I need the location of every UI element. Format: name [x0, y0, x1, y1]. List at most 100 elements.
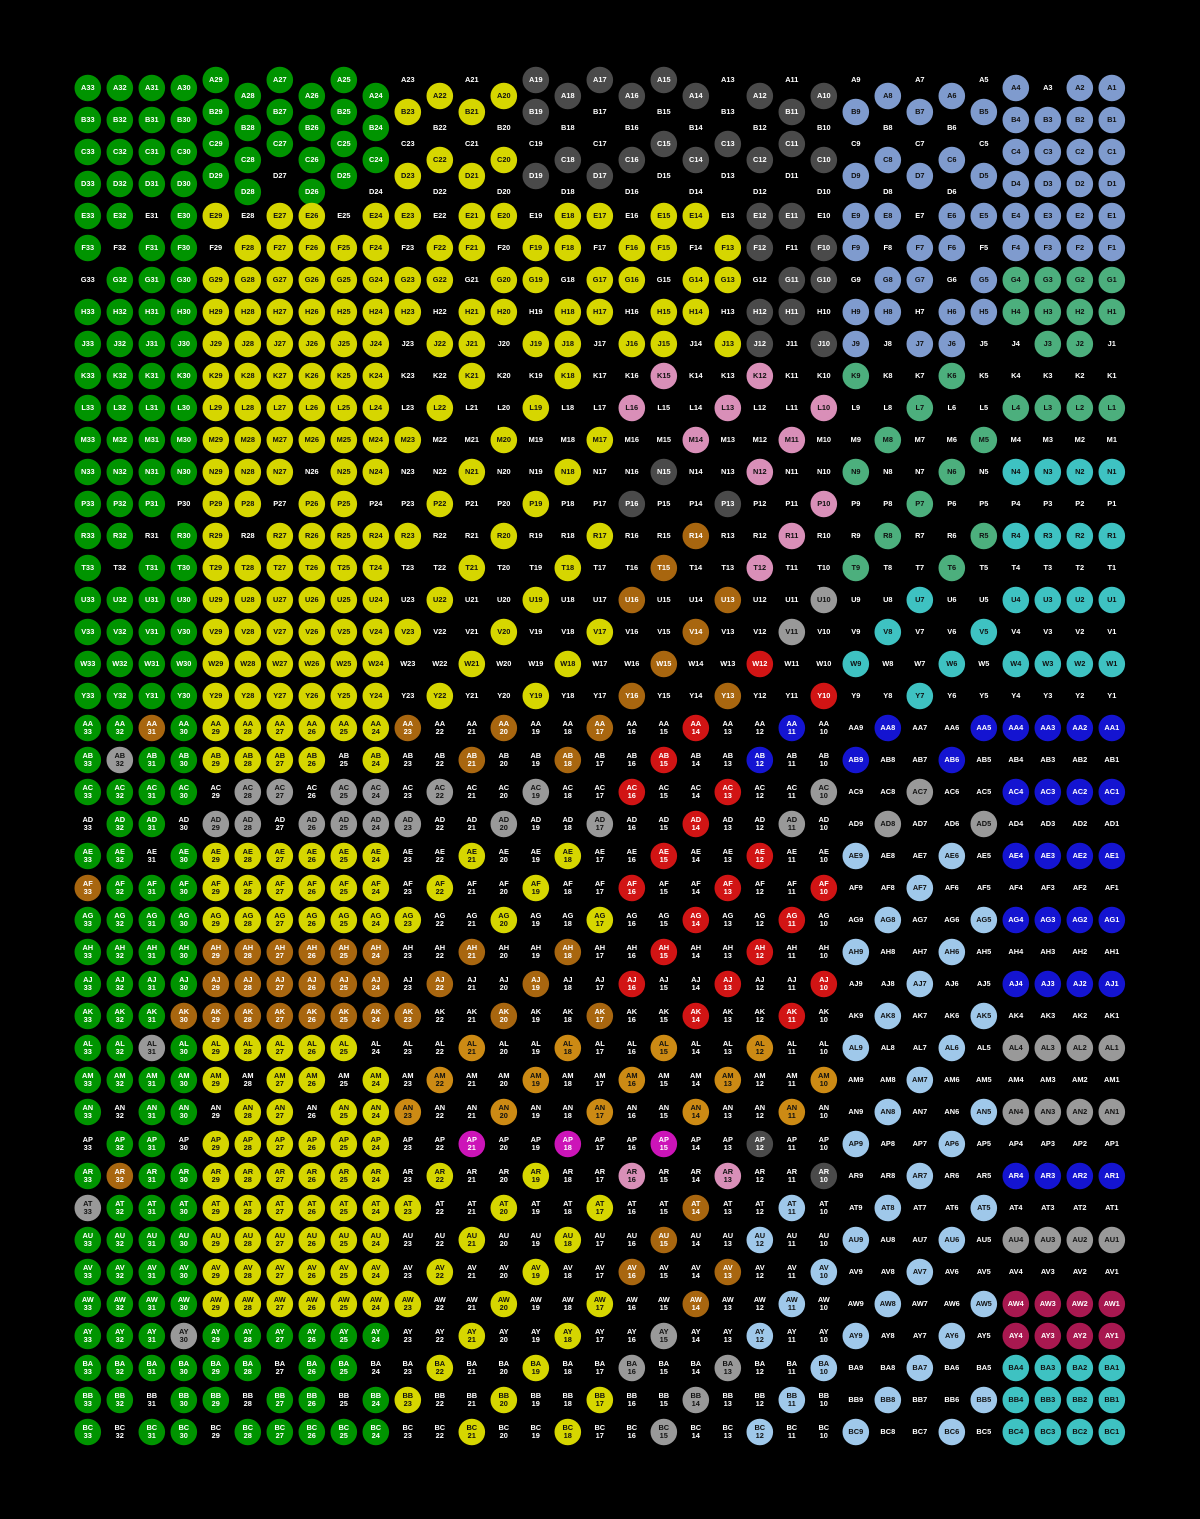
svg-text:G27: G27: [273, 275, 287, 284]
svg-text:H24: H24: [369, 307, 383, 316]
svg-text:14: 14: [692, 759, 701, 768]
svg-text:27: 27: [276, 1239, 284, 1248]
svg-text:27: 27: [276, 951, 284, 960]
svg-text:24: 24: [372, 855, 381, 864]
svg-text:27: 27: [276, 887, 284, 896]
svg-text:D4: D4: [1011, 179, 1021, 188]
svg-text:23: 23: [404, 951, 412, 960]
svg-text:T18: T18: [561, 563, 574, 572]
svg-text:30: 30: [180, 1015, 188, 1024]
svg-text:AJ6: AJ6: [945, 979, 959, 988]
svg-text:C32: C32: [113, 147, 127, 156]
svg-text:21: 21: [468, 1079, 476, 1088]
svg-text:E22: E22: [433, 211, 446, 220]
svg-text:13: 13: [724, 1015, 732, 1024]
svg-text:20: 20: [500, 791, 508, 800]
svg-text:AY6: AY6: [945, 1331, 959, 1340]
svg-text:P2: P2: [1075, 499, 1084, 508]
svg-text:18: 18: [564, 1047, 572, 1056]
svg-text:N23: N23: [401, 467, 415, 476]
svg-text:A1: A1: [1107, 83, 1116, 92]
svg-text:30: 30: [180, 1335, 188, 1344]
svg-text:27: 27: [276, 1399, 284, 1408]
svg-text:16: 16: [628, 1399, 636, 1408]
svg-text:U22: U22: [433, 595, 447, 604]
svg-text:E21: E21: [465, 211, 478, 220]
svg-text:17: 17: [596, 983, 604, 992]
svg-text:L20: L20: [497, 403, 510, 412]
svg-text:20: 20: [500, 1047, 508, 1056]
svg-text:R26: R26: [305, 531, 319, 540]
svg-text:12: 12: [756, 823, 764, 832]
svg-text:C23: C23: [401, 139, 415, 148]
svg-text:A12: A12: [753, 91, 767, 100]
svg-text:U20: U20: [497, 595, 511, 604]
svg-text:AW6: AW6: [944, 1299, 960, 1308]
svg-text:E13: E13: [721, 211, 734, 220]
svg-text:V6: V6: [947, 627, 956, 636]
svg-text:AH6: AH6: [944, 947, 959, 956]
svg-text:D32: D32: [113, 179, 127, 188]
svg-text:13: 13: [724, 759, 732, 768]
svg-text:AT7: AT7: [913, 1203, 926, 1212]
svg-text:R12: R12: [753, 531, 767, 540]
svg-text:K31: K31: [145, 371, 159, 380]
svg-text:E23: E23: [401, 211, 414, 220]
svg-text:K26: K26: [305, 371, 319, 380]
svg-text:L6: L6: [947, 403, 956, 412]
svg-text:BA9: BA9: [848, 1363, 863, 1372]
svg-text:T29: T29: [209, 563, 222, 572]
svg-text:V22: V22: [433, 627, 446, 636]
svg-text:V3: V3: [1043, 627, 1052, 636]
svg-text:29: 29: [212, 791, 220, 800]
svg-text:30: 30: [180, 1239, 188, 1248]
svg-text:B32: B32: [113, 115, 127, 124]
svg-text:B22: B22: [433, 123, 447, 132]
svg-text:D17: D17: [593, 171, 607, 180]
svg-text:22: 22: [436, 1015, 444, 1024]
svg-text:AB8: AB8: [880, 755, 895, 764]
svg-text:22: 22: [436, 1175, 444, 1184]
svg-text:17: 17: [596, 1079, 604, 1088]
svg-text:G31: G31: [145, 275, 159, 284]
svg-text:H23: H23: [401, 307, 415, 316]
svg-text:10: 10: [820, 919, 828, 928]
svg-text:19: 19: [532, 1143, 540, 1152]
svg-text:Y5: Y5: [979, 691, 988, 700]
svg-text:T7: T7: [915, 563, 924, 572]
svg-text:E16: E16: [625, 211, 638, 220]
svg-text:J33: J33: [82, 339, 94, 348]
svg-text:M11: M11: [785, 435, 799, 444]
svg-text:32: 32: [116, 1079, 124, 1088]
svg-text:R8: R8: [883, 531, 892, 540]
svg-text:AV6: AV6: [945, 1267, 959, 1276]
svg-text:D7: D7: [915, 171, 924, 180]
svg-text:D12: D12: [753, 187, 767, 196]
svg-text:G21: G21: [465, 275, 479, 284]
svg-text:V9: V9: [851, 627, 860, 636]
svg-text:T17: T17: [593, 563, 606, 572]
svg-text:AR9: AR9: [848, 1171, 863, 1180]
svg-text:H26: H26: [305, 307, 319, 316]
svg-text:Y6: Y6: [947, 691, 956, 700]
svg-text:M13: M13: [721, 435, 735, 444]
svg-text:15: 15: [660, 1271, 668, 1280]
svg-text:17: 17: [596, 791, 604, 800]
svg-text:AD8: AD8: [880, 819, 895, 828]
svg-text:33: 33: [84, 919, 92, 928]
svg-text:Y25: Y25: [337, 691, 350, 700]
svg-text:22: 22: [436, 1399, 444, 1408]
svg-text:R17: R17: [593, 531, 607, 540]
svg-text:AW5: AW5: [976, 1299, 992, 1308]
svg-text:16: 16: [628, 1111, 636, 1120]
svg-text:E24: E24: [369, 211, 383, 220]
svg-text:AJ9: AJ9: [849, 979, 863, 988]
svg-text:10: 10: [820, 1175, 828, 1184]
svg-text:H5: H5: [979, 307, 988, 316]
svg-text:25: 25: [340, 1303, 348, 1312]
svg-text:11: 11: [788, 759, 796, 768]
svg-text:18: 18: [564, 983, 572, 992]
svg-text:K21: K21: [465, 371, 479, 380]
svg-text:J27: J27: [274, 339, 286, 348]
svg-text:B25: B25: [337, 107, 351, 116]
